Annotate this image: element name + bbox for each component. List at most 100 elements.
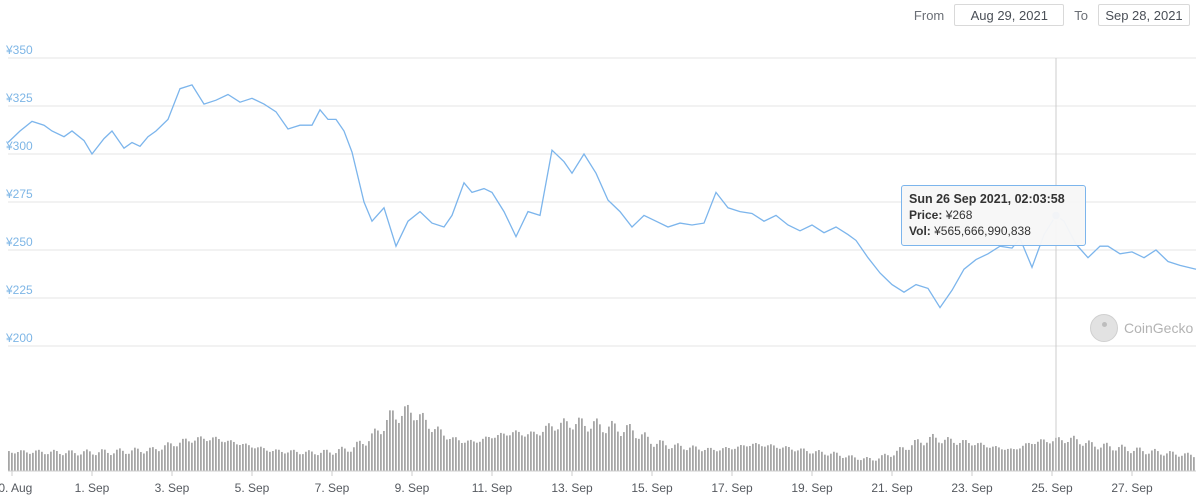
volume-bar [236,444,238,471]
volume-bar [491,438,493,471]
volume-bar [950,438,952,471]
volume-bar [1067,442,1069,471]
volume-bar [26,452,28,471]
volume-bar [143,453,145,471]
volume-bar [227,440,229,471]
volume-bar [257,447,259,471]
volume-bar [242,443,244,471]
volume-bar [824,454,826,471]
x-tick-label: 21. Sep [871,481,913,495]
volume-bar [548,423,550,471]
volume-bar [353,447,355,471]
volume-bar [833,451,835,471]
x-tick-label: 1. Sep [75,481,110,495]
x-tick-label: 15. Sep [631,481,673,495]
volume-bar [785,446,787,471]
volume-bar [533,431,535,471]
volume-bar [317,455,319,471]
volume-bar [689,447,691,471]
volume-bar [203,438,205,471]
volume-bar [137,448,139,471]
volume-bar [494,437,496,471]
volume-bar [1178,456,1180,471]
volume-bar [605,433,607,471]
volume-bar [476,442,478,471]
volume-bar [197,437,199,471]
volume-bar [746,446,748,471]
volume-bar [470,439,472,471]
volume-bar [446,439,448,471]
volume-bar [992,446,994,471]
volume-bar [1181,455,1183,471]
volume-bar [863,458,865,471]
volume-bar [713,449,715,471]
volume-bar [314,454,316,471]
volume-bar [779,448,781,471]
volume-bar [86,449,88,471]
volume-bar [1088,440,1090,471]
volume-bar [134,447,136,471]
volume-bar [980,442,982,471]
volume-bar [95,455,97,471]
volume-bar [641,434,643,471]
volume-bar [38,449,40,471]
volume-bar [1112,450,1114,471]
volume-bar [587,431,589,471]
volume-bar [1145,454,1147,471]
volume-bar [419,414,421,471]
volume-bar [887,455,889,471]
volume-bar [440,429,442,471]
volume-bar [1025,443,1027,471]
y-tick-label: ¥325 [5,91,33,105]
volume-bar [110,455,112,471]
volume-bar [1076,439,1078,471]
volume-bar [32,452,34,471]
volume-bar [686,450,688,471]
volume-bar [161,449,163,471]
volume-bar [677,443,679,471]
volume-bar [947,437,949,471]
volume-bar [8,451,10,471]
volume-bar [683,449,685,471]
volume-bar [656,443,658,471]
y-tick-label: ¥350 [5,43,33,57]
volume-bar [1172,451,1174,471]
tooltip-price-label: Price: [909,208,943,222]
volume-bar [809,453,811,471]
volume-bar [71,450,73,471]
volume-bar [995,446,997,471]
volume-bar [563,418,565,471]
volume-bar [263,448,265,471]
volume-bar [83,451,85,471]
volume-bar [977,443,979,471]
volume-bar [176,446,178,471]
to-date-input[interactable] [1098,4,1190,26]
volume-bar [320,452,322,471]
volume-bar [1148,453,1150,471]
x-tick-label: 30. Aug [0,481,32,495]
volume-bar [128,453,130,471]
volume-bar [308,450,310,471]
volume-bar [635,438,637,471]
volume-bar [941,443,943,471]
volume-bar [1142,451,1144,471]
volume-bar [1130,453,1132,471]
volume-bar [968,443,970,471]
x-tick-label: 25. Sep [1031,481,1073,495]
volume-bar [1133,450,1135,471]
volume-bars [8,404,1195,471]
volume-bar [623,432,625,471]
volume-bar [593,421,595,471]
volume-bar [857,459,859,471]
volume-bar [665,445,667,471]
price-line[interactable] [7,84,1197,309]
from-date-input[interactable] [954,4,1065,26]
volume-bar [254,448,256,471]
volume-bar [638,438,640,471]
volume-bar [1037,441,1039,471]
volume-bar [245,443,247,471]
volume-bar [62,455,64,471]
volume-bar [89,451,91,471]
volume-bar [467,440,469,471]
